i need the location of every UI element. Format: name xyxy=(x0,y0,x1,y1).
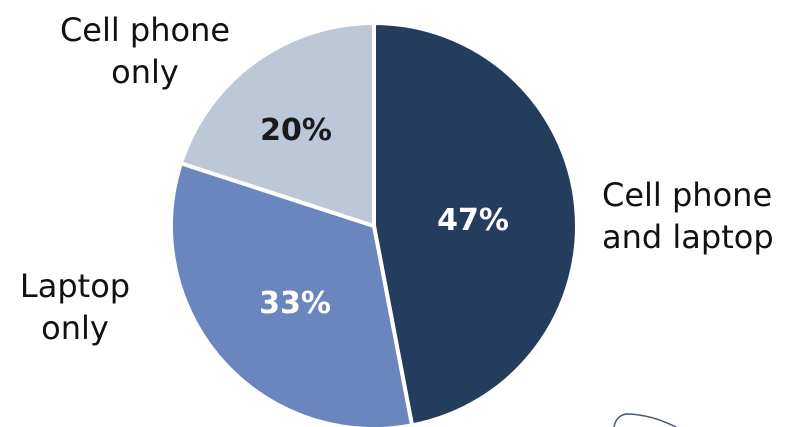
pie-slice-cell-phone-only xyxy=(178,21,376,228)
category-label-cell-phone-only-line1: Cell phone xyxy=(60,11,230,49)
pie-slice-cell-phone-and-laptop xyxy=(372,21,579,427)
slice-value-label-laptop-only: 33% xyxy=(259,286,331,321)
category-label-cell-phone-and-laptop-line1: Cell phone xyxy=(602,176,772,214)
category-label-laptop-only-line1: Laptop xyxy=(20,267,130,305)
pie-slices xyxy=(169,21,579,427)
category-label-cell-phone-and-laptop-line2: and laptop xyxy=(602,218,774,256)
category-label-cell-phone-only-line2: only xyxy=(111,53,179,91)
pie-slice-laptop-only xyxy=(169,161,415,427)
slice-value-label-cell-phone-and-laptop: 47% xyxy=(437,203,509,238)
slice-value-label-cell-phone-only: 20% xyxy=(260,113,332,148)
category-label-laptop-only-line2: only xyxy=(41,309,109,347)
decorative-arc xyxy=(613,413,677,427)
